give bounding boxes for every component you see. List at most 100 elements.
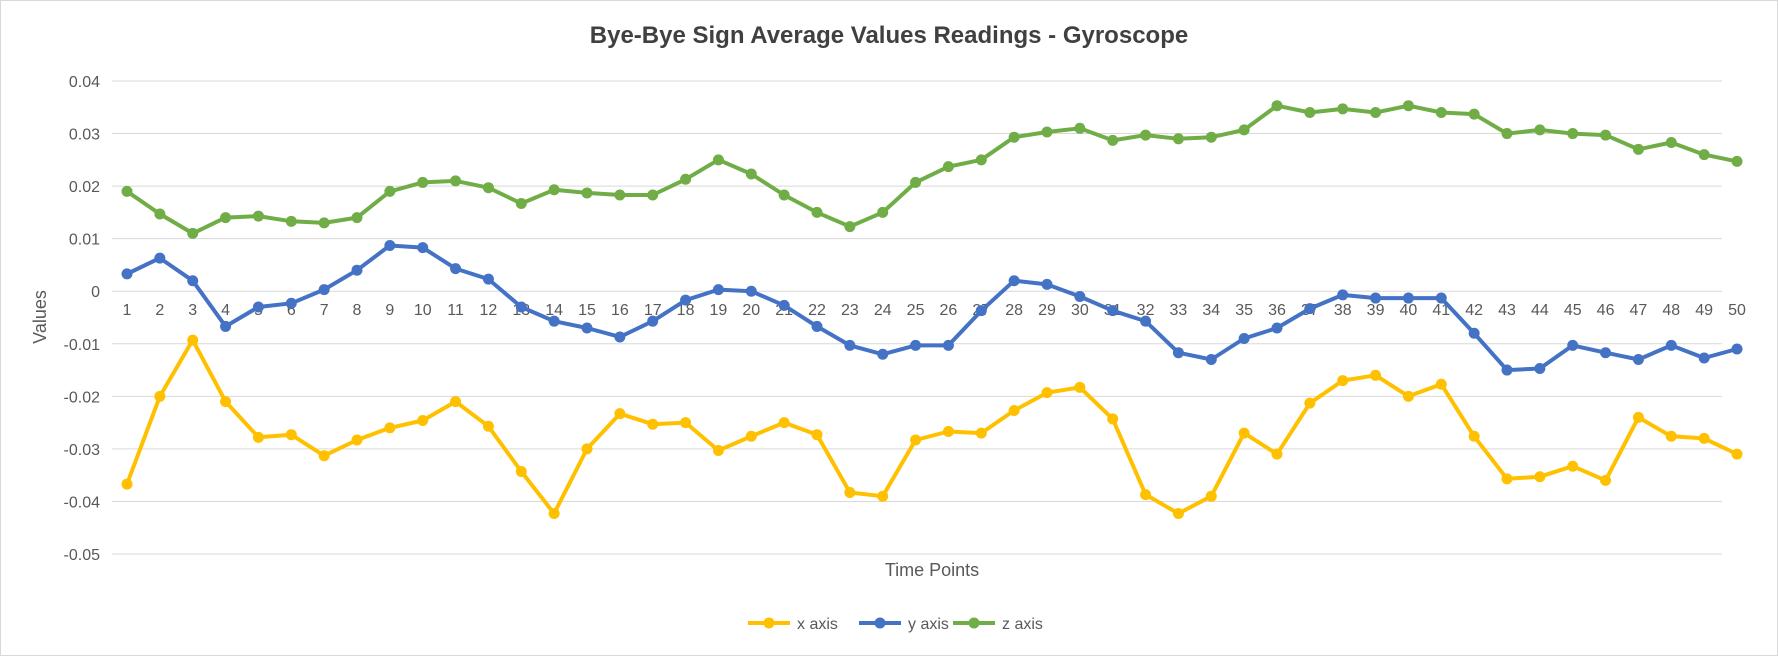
y-tick-label: 0.02 bbox=[69, 179, 100, 196]
x-tick-label: 17 bbox=[644, 302, 662, 319]
data-point bbox=[1041, 126, 1053, 138]
data-point bbox=[1172, 133, 1184, 145]
x-tick-label: 23 bbox=[841, 302, 859, 319]
data-point bbox=[220, 320, 232, 332]
data-point bbox=[1370, 369, 1382, 381]
data-point bbox=[1600, 129, 1612, 141]
data-point bbox=[647, 315, 659, 327]
legend-item: z axis bbox=[953, 616, 1043, 633]
data-point bbox=[1140, 315, 1152, 327]
data-point bbox=[712, 284, 724, 296]
data-point bbox=[482, 420, 494, 432]
data-point bbox=[1665, 430, 1677, 442]
x-tick-label: 34 bbox=[1202, 302, 1220, 319]
series-line bbox=[125, 103, 1739, 236]
data-point bbox=[121, 478, 133, 490]
data-point bbox=[1698, 432, 1710, 444]
data-point bbox=[942, 426, 954, 438]
x-tick-label: 10 bbox=[414, 302, 432, 319]
data-point bbox=[1534, 124, 1546, 136]
x-tick-label: 8 bbox=[353, 302, 362, 319]
data-point bbox=[778, 299, 790, 311]
y-tick-label: -0.05 bbox=[64, 547, 101, 564]
data-point bbox=[318, 284, 330, 296]
data-point bbox=[1074, 122, 1086, 134]
legend-label: x axis bbox=[797, 616, 838, 633]
data-point bbox=[450, 263, 462, 275]
data-point bbox=[154, 252, 166, 264]
data-point bbox=[351, 212, 363, 224]
data-point bbox=[220, 396, 232, 408]
x-tick-label: 49 bbox=[1695, 302, 1713, 319]
data-point bbox=[121, 268, 133, 280]
x-tick-label: 40 bbox=[1400, 302, 1418, 319]
legend-label: z axis bbox=[1002, 616, 1043, 633]
data-point bbox=[1074, 381, 1086, 393]
data-point bbox=[482, 182, 494, 194]
data-point bbox=[1402, 292, 1414, 304]
legend: x axis y axis z axis bbox=[748, 616, 1043, 633]
data-point bbox=[647, 189, 659, 201]
data-point bbox=[1632, 354, 1644, 366]
data-point bbox=[1337, 375, 1349, 387]
data-point bbox=[975, 154, 987, 166]
x-tick-label: 48 bbox=[1662, 302, 1680, 319]
data-point bbox=[1665, 136, 1677, 148]
x-tick-label: 7 bbox=[320, 302, 329, 319]
data-point bbox=[712, 154, 724, 166]
data-point bbox=[1534, 471, 1546, 483]
data-point bbox=[778, 417, 790, 429]
data-point bbox=[252, 210, 264, 222]
data-point bbox=[1402, 390, 1414, 402]
data-point bbox=[1107, 134, 1119, 146]
x-tick-label: 38 bbox=[1334, 302, 1352, 319]
x-tick-label: 43 bbox=[1498, 302, 1516, 319]
x-tick-label: 18 bbox=[677, 302, 695, 319]
y-tick-label: 0.04 bbox=[69, 74, 100, 91]
data-point bbox=[252, 431, 264, 443]
series-z-axis bbox=[121, 100, 1743, 239]
data-point bbox=[1435, 107, 1447, 119]
x-tick-label: 30 bbox=[1071, 302, 1089, 319]
data-point bbox=[220, 212, 232, 224]
series-x-axis bbox=[121, 334, 1743, 520]
data-point bbox=[1567, 128, 1579, 140]
x-tick-label: 24 bbox=[874, 302, 892, 319]
data-point bbox=[1337, 103, 1349, 115]
data-point bbox=[581, 443, 593, 455]
data-point bbox=[1468, 430, 1480, 442]
data-point bbox=[1665, 339, 1677, 351]
data-point bbox=[942, 161, 954, 173]
data-point bbox=[417, 176, 429, 188]
data-point bbox=[1468, 327, 1480, 339]
legend-label: y axis bbox=[908, 616, 949, 633]
x-tick-labels: 1234567891011121314151617181920212223242… bbox=[123, 302, 1746, 319]
data-point bbox=[1172, 508, 1184, 520]
x-tick-label: 26 bbox=[940, 302, 958, 319]
data-point bbox=[482, 273, 494, 285]
data-point bbox=[285, 429, 297, 441]
x-tick-label: 19 bbox=[710, 302, 728, 319]
data-point bbox=[680, 173, 692, 185]
data-point bbox=[614, 189, 626, 201]
data-point bbox=[1468, 108, 1480, 120]
data-point bbox=[1041, 278, 1053, 290]
series-line bbox=[125, 243, 1739, 373]
data-point bbox=[877, 348, 889, 360]
data-point bbox=[1140, 489, 1152, 501]
data-point bbox=[1238, 124, 1250, 136]
x-tick-label: 29 bbox=[1038, 302, 1056, 319]
x-tick-label: 35 bbox=[1235, 302, 1253, 319]
data-point bbox=[680, 294, 692, 306]
series-line bbox=[125, 338, 1739, 516]
legend-swatch-marker bbox=[874, 617, 886, 629]
data-point bbox=[581, 187, 593, 199]
data-point bbox=[844, 487, 856, 499]
series-y-axis bbox=[121, 239, 1743, 376]
x-tick-label: 36 bbox=[1268, 302, 1286, 319]
data-point bbox=[614, 331, 626, 343]
data-point bbox=[975, 427, 987, 439]
data-point bbox=[1271, 100, 1283, 112]
data-point bbox=[1370, 292, 1382, 304]
